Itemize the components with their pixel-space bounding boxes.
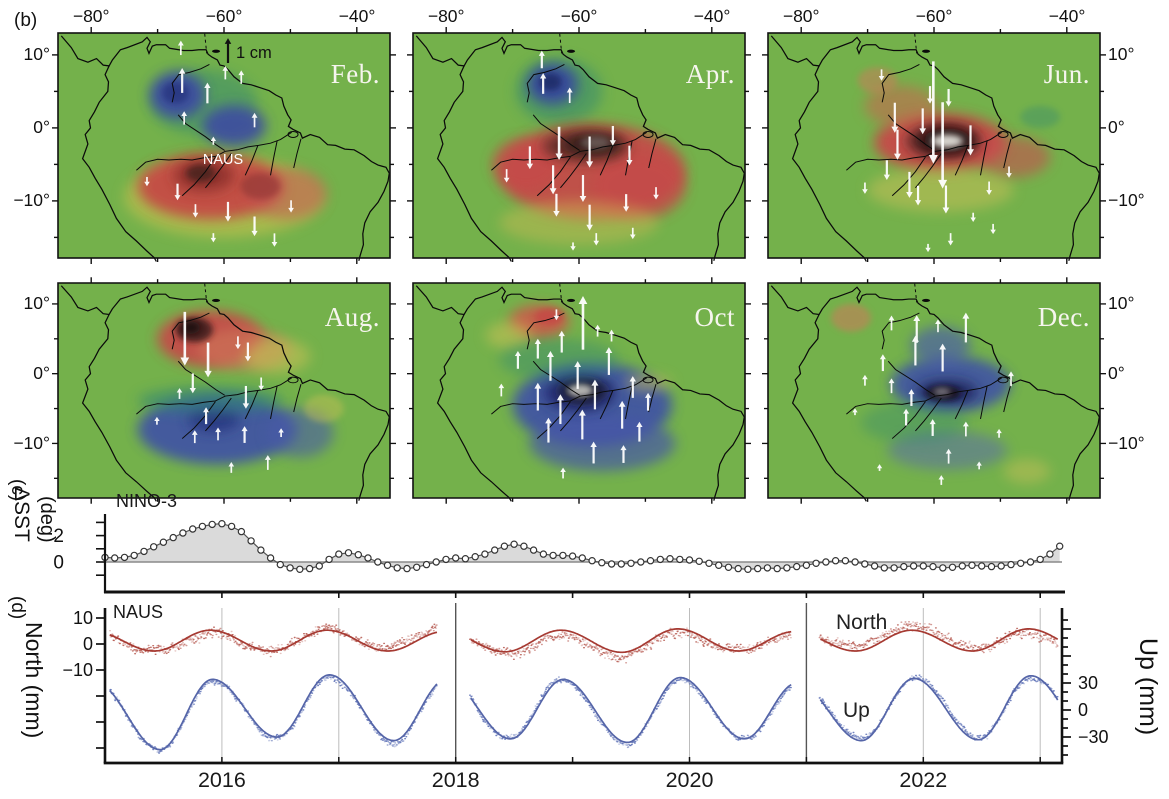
up-axis-title: Up (mm): [1134, 638, 1162, 736]
station-label: NAUS: [113, 602, 164, 622]
displacement-map-feb: 1 cm NAUS: [52, 27, 396, 264]
lon-tick-label: −80°: [782, 6, 820, 26]
lon-tick-label: −40°: [693, 6, 731, 26]
up-ytick-label: 30: [1078, 673, 1098, 693]
north-axis-title: North (mm): [21, 622, 47, 739]
north-ytick-label: −10: [62, 660, 93, 680]
lon-tick-label: −60°: [205, 6, 243, 26]
nino3-chart: 20: [53, 514, 1065, 598]
lat-tick-label-right: 0°: [1108, 362, 1125, 383]
lon-tick-label: −60°: [560, 6, 598, 26]
naus-station-map-label: NAUS: [203, 152, 243, 168]
nino3-ytick-label: 2: [53, 526, 64, 547]
year-tick-label: 2022: [899, 768, 947, 792]
north-scatter: [111, 621, 1059, 664]
lon-tick-label: −80°: [72, 6, 110, 26]
lon-tick-label: −40°: [1048, 6, 1086, 26]
displacement-arrows: [154, 311, 284, 473]
nino3-y-axis-units: (deg): [36, 496, 58, 543]
displacement-arrows: [852, 312, 1014, 485]
lat-tick-label-left: 0°: [33, 116, 50, 137]
north-ytick-label: 0: [83, 634, 93, 654]
displacement-arrows: [503, 50, 659, 251]
up-series-label: Up: [843, 699, 870, 722]
panel-b-label: (b): [14, 10, 38, 31]
month-label-aug: Aug.: [324, 302, 380, 332]
lon-tick-label: −40°: [338, 6, 376, 26]
lat-tick-label-left: −10°: [13, 189, 50, 210]
nino3-series-label: NINO-3: [116, 491, 178, 511]
lat-tick-label-left: 10°: [23, 292, 50, 313]
displacement-arrows: [144, 40, 294, 247]
north-model-curve: [109, 628, 1059, 654]
month-label-jun: Jun.: [1043, 59, 1090, 89]
nino3-y-axis-title: ΔSST: [10, 487, 33, 542]
month-label-feb: Feb.: [330, 59, 380, 89]
lat-tick-label-right: 0°: [1108, 116, 1125, 137]
up-scatter: [110, 674, 1058, 753]
displacement-map-aug: [52, 277, 396, 504]
nino3-area: [105, 523, 1060, 570]
displacement-arrows: [862, 61, 1012, 253]
lat-tick-label-left: −10°: [13, 432, 50, 453]
up-scatter: [109, 674, 1059, 754]
up-scatter: [109, 675, 1058, 753]
year-tick-label: 2020: [666, 768, 714, 792]
naus-timeseries-chart: 10 0 −10 30 0 −30 2016 2018 2020 2022: [62, 603, 1109, 792]
north-scatter: [109, 621, 1058, 660]
year-tick-label: 2018: [432, 768, 480, 792]
displacement-map-jun: [762, 27, 1106, 264]
lon-tick-label: −80°: [427, 6, 465, 26]
lat-tick-label-right: 10°: [1108, 43, 1135, 64]
month-label-apr: Apr.: [685, 59, 735, 89]
scale-arrow-label: 1 cm: [236, 44, 272, 62]
displacement-arrows: [498, 295, 652, 479]
lat-tick-label-right: −10°: [1108, 432, 1145, 453]
lat-tick-label-right: −10°: [1108, 189, 1145, 210]
displacement-map-apr: [407, 27, 751, 264]
month-label-dec: Dec.: [1037, 302, 1090, 332]
north-series-label: North: [836, 611, 888, 634]
lon-tick-label: −60°: [915, 6, 953, 26]
displacement-map-oct: [407, 277, 751, 504]
scale-arrow: [224, 38, 232, 63]
year-tick-label: 2016: [198, 768, 246, 792]
lat-tick-label-left: 0°: [33, 362, 50, 383]
up-ytick-label: −30: [1078, 727, 1109, 747]
nino3-ytick-label: 0: [53, 553, 64, 574]
displacement-map-dec: [762, 277, 1106, 504]
lat-tick-label-right: 10°: [1108, 292, 1135, 313]
up-model-curve: [109, 674, 1059, 751]
north-ytick-label: 10: [73, 608, 93, 628]
lat-tick-label-left: 10°: [23, 43, 50, 64]
month-label-oct: Oct: [694, 302, 735, 332]
up-ytick-label: 0: [1078, 700, 1088, 720]
